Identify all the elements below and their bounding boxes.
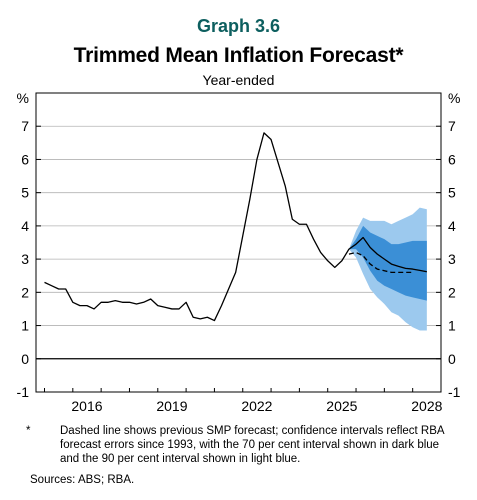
- line-layer: [44, 132, 427, 322]
- y-tick-label-right: 4: [448, 218, 456, 234]
- y-tick-label-right: 3: [448, 251, 456, 267]
- plot-frame: [35, 92, 442, 393]
- x-tick-label: 2019: [156, 398, 187, 414]
- y-tick-label-left: 6: [21, 151, 29, 167]
- chart-svg: -1 -1 0 0 1 1 2 2 3 3 4 4 5 5 6 6 7 7 2016 2019 2022 2025 2028…: [17, 90, 461, 414]
- x-tick-label: 2028: [411, 398, 442, 414]
- series-line-previous-forecast: [348, 251, 413, 274]
- graph-number: Graph 3.6: [196, 16, 281, 36]
- y-tick-label-left: -1: [17, 384, 30, 400]
- x-tick-label: 2022: [241, 398, 272, 414]
- y-tick-label-right: 7: [448, 118, 456, 134]
- y-tick-label-left: 3: [21, 251, 29, 267]
- x-tick-label: 2025: [326, 398, 357, 414]
- y-axis-unit-right: %: [448, 90, 460, 106]
- chart-title: Trimmed Mean Inflation Forecast*: [73, 44, 404, 67]
- y-tick-label-left: 5: [21, 185, 29, 201]
- y-tick-label-left: 1: [21, 318, 29, 334]
- sources: Sources: ABS; RBA.: [30, 474, 135, 486]
- y-tick-label-left: 7: [21, 118, 29, 134]
- footnote-mark: *: [26, 425, 31, 437]
- y-tick-label-right: 1: [448, 318, 456, 334]
- tick-layer: -1 -1 0 0 1 1 2 2 3 3 4 4 5 5 6 6 7 7 2016 2019 2022 2025 2028: [17, 118, 461, 414]
- y-tick-label-left: 0: [21, 351, 29, 367]
- footnote-text: Dashed line shows previous SMP forecast;…: [60, 425, 444, 465]
- y-tick-label-left: 2: [21, 284, 29, 300]
- y-tick-label-right: -1: [448, 384, 461, 400]
- y-tick-label-left: 4: [21, 218, 29, 234]
- y-axis-unit-left: %: [17, 90, 29, 106]
- x-tick-label: 2016: [71, 398, 102, 414]
- y-tick-label-right: 5: [448, 185, 456, 201]
- y-tick-label-right: 6: [448, 151, 456, 167]
- y-tick-label-right: 2: [448, 284, 456, 300]
- chart-subtitle: Year-ended: [202, 72, 275, 88]
- y-tick-label-right: 0: [448, 351, 456, 367]
- footnote: * Dashed line shows previous SMP forecas…: [26, 424, 450, 466]
- series-line-trimmed-mean: [44, 132, 427, 322]
